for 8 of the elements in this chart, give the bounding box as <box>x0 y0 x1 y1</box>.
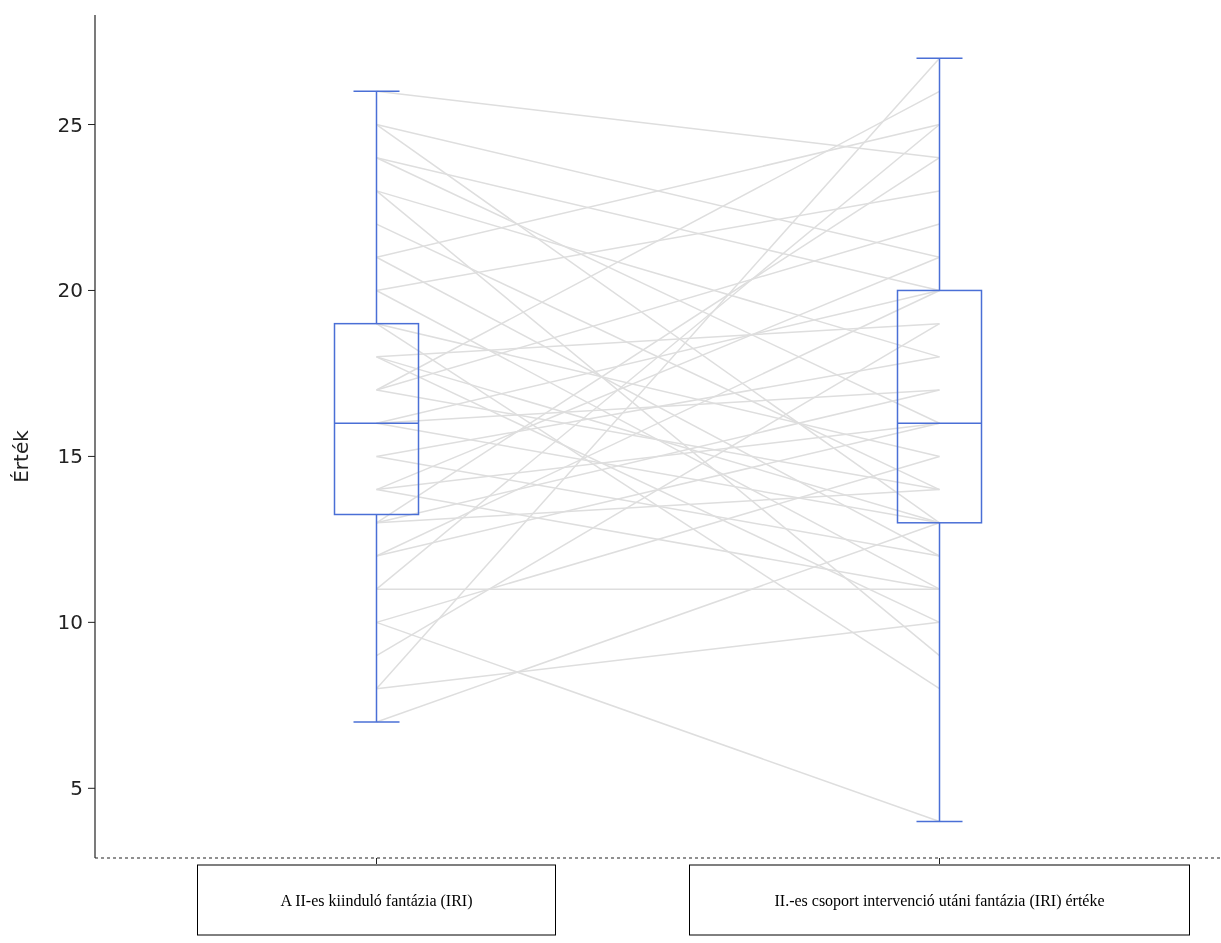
y-tick-label: 25 <box>57 112 83 137</box>
y-tick-label: 10 <box>57 610 83 635</box>
x-tick-label: A II-es kiinduló fantázia (IRI) <box>280 891 473 910</box>
x-tick-label: II.-es csoport intervenció utáni fantázia (IRI) értéke <box>774 891 1105 910</box>
y-axis-title: Érték <box>9 429 33 483</box>
y-tick-label: 20 <box>57 278 83 303</box>
y-tick-label: 5 <box>70 776 83 801</box>
y-tick-label: 15 <box>57 444 83 469</box>
